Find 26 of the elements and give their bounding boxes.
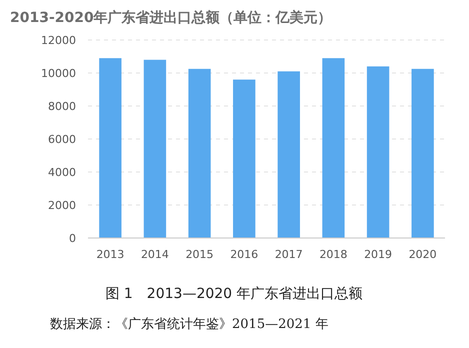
caption: 图 1 2013—2020 年广东省进出口总额	[105, 286, 363, 302]
y-tick-label: 4000	[48, 166, 76, 179]
x-tick-label: 2018	[319, 248, 348, 261]
bar	[99, 58, 122, 238]
y-tick-label: 2000	[48, 199, 76, 212]
chart-title: 2013-2020年广东省进出口总额（单位：亿美元）	[10, 9, 332, 26]
x-tick-label: 2019	[364, 248, 392, 261]
x-tick-label: 2020	[408, 248, 437, 261]
x-tick-label: 2015	[186, 248, 214, 261]
y-tick-label: 12000	[41, 34, 76, 47]
bar	[144, 60, 166, 238]
bar	[322, 58, 345, 238]
x-tick-label: 2016	[230, 248, 258, 261]
bar	[188, 68, 211, 238]
bar	[366, 66, 390, 238]
bar	[233, 80, 256, 238]
source-note: 数据来源：《广东省统计年鉴》2015—2021 年	[50, 317, 328, 332]
y-tick-label: 6000	[48, 133, 76, 146]
y-tick-label: 10000	[41, 67, 76, 80]
bar	[278, 71, 300, 238]
y-tick-label: 8000	[48, 100, 76, 113]
x-tick-label: 2017	[274, 248, 303, 261]
y-tick-label: 0	[69, 232, 76, 245]
bar	[412, 68, 434, 238]
x-tick-label: 2014	[140, 248, 169, 261]
x-tick-label: 2013	[96, 248, 124, 261]
